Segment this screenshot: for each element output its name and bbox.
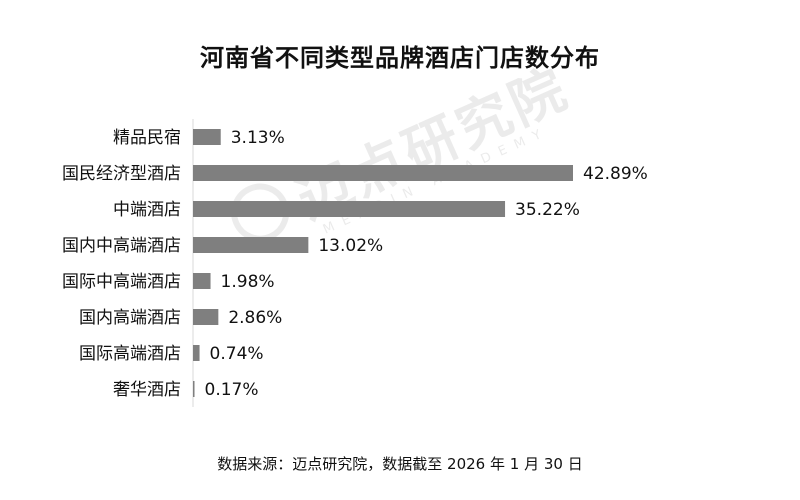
bar bbox=[193, 237, 309, 253]
value-label: 3.13% bbox=[231, 128, 285, 148]
bars-group: 精品民宿 3.13% 国民经济型酒店 42.89% 中端酒店 35.22% 国内中高端酒店 1… bbox=[62, 119, 648, 407]
bar bbox=[193, 201, 506, 217]
bar bbox=[193, 165, 573, 181]
bar bbox=[193, 381, 195, 397]
value-label: 13.02% bbox=[318, 236, 383, 256]
bar bbox=[193, 273, 211, 289]
category-label: 国际中高端酒店 bbox=[62, 272, 181, 292]
category-label: 国民经济型酒店 bbox=[62, 164, 181, 184]
value-label: 35.22% bbox=[515, 200, 580, 220]
category-label: 中端酒店 bbox=[113, 200, 181, 220]
bar bbox=[193, 345, 200, 361]
value-label: 2.86% bbox=[228, 308, 282, 328]
source-note: 数据来源：迈点研究院，数据截至 2026 年 1 月 30 日 bbox=[217, 455, 583, 473]
category-label: 国际高端酒店 bbox=[79, 344, 181, 364]
chart-title: 河南省不同类型品牌酒店门店数分布 bbox=[200, 44, 600, 72]
category-label: 国内中高端酒店 bbox=[62, 236, 181, 256]
category-label: 精品民宿 bbox=[113, 128, 181, 148]
bar bbox=[193, 309, 219, 325]
bar bbox=[193, 129, 221, 145]
category-label: 国内高端酒店 bbox=[79, 308, 181, 328]
value-label: 0.17% bbox=[205, 380, 259, 400]
value-label: 42.89% bbox=[583, 164, 648, 184]
value-label: 1.98% bbox=[221, 272, 275, 292]
bar-chart: 精品民宿 3.13% 国民经济型酒店 42.89% 中端酒店 35.22% 国内中高端酒店 1… bbox=[62, 119, 648, 407]
category-label: 奢华酒店 bbox=[113, 380, 181, 400]
value-label: 0.74% bbox=[210, 344, 264, 364]
